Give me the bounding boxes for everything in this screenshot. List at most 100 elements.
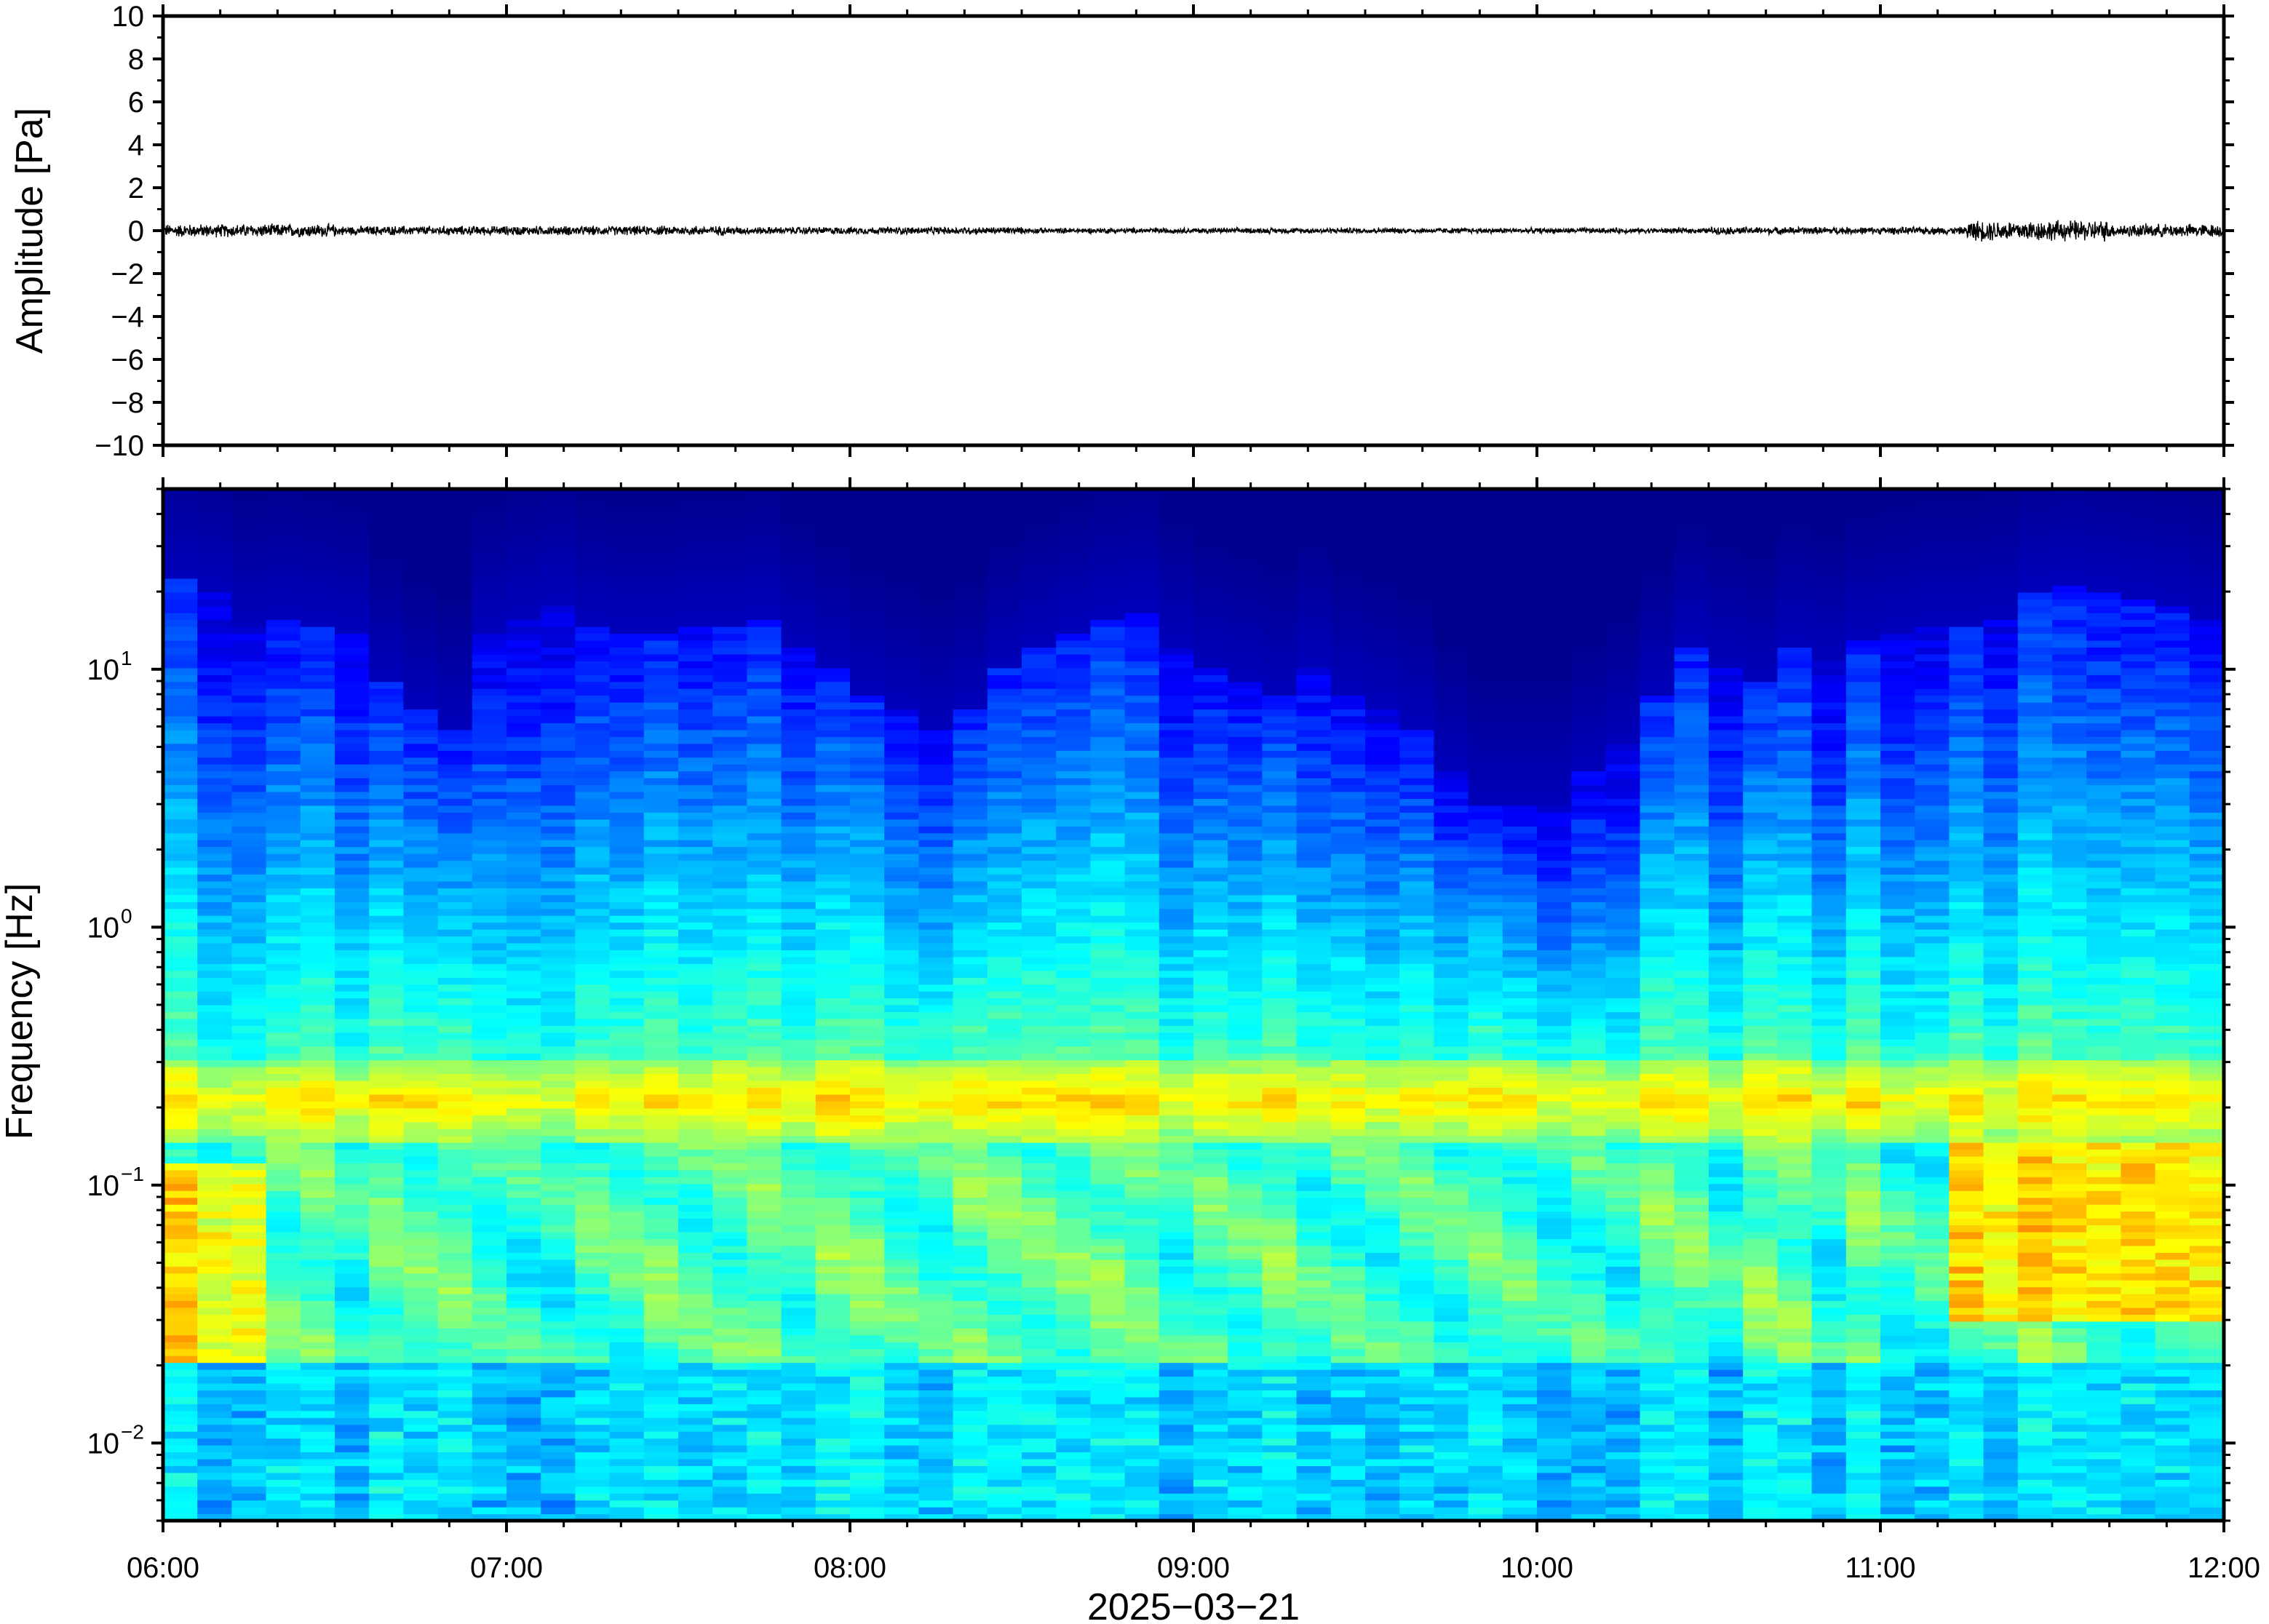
spectrogram-cell [1159,1121,1194,1129]
spectrogram-cell [472,1294,507,1302]
spectrogram-cell [643,1177,679,1185]
spectrogram-cell [678,1362,713,1370]
spectrogram-cell [747,1452,782,1460]
spectrogram-cell [472,1342,507,1350]
spectrogram-cell [918,1266,954,1274]
spectrogram-cell [1228,1011,1263,1019]
spectrogram-cell [678,929,713,937]
spectrogram-cell [369,832,404,840]
spectrogram-cell [884,489,919,497]
spectrogram-cell [1193,998,1228,1006]
spectrogram-cell [1090,585,1126,593]
spectrogram-cell [335,1369,370,1377]
spectrogram-cell [609,750,645,758]
spectrogram-cell [1228,592,1263,600]
spectrogram-cell [747,819,782,827]
spectrogram-cell [850,1190,885,1198]
spectrogram-cell [472,764,507,772]
spectrogram-cell [609,544,645,552]
spectrogram-cell [643,798,679,806]
spectrogram-cell [163,1369,198,1377]
spectrogram-cell [884,1294,919,1302]
spectrogram-cell [197,826,232,834]
spectrogram-cell [437,695,473,703]
spectrogram-cell [437,1218,473,1226]
spectrogram-cell [712,922,747,930]
spectrogram-cell [197,1273,232,1281]
spectrogram-cell [369,998,404,1006]
spectrogram-cell [472,750,507,758]
spectrogram-cell [781,798,816,806]
spectrogram-cell [541,1424,576,1432]
spectrogram-cell [953,585,988,593]
spectrogram-cell [541,1431,576,1439]
spectrogram-cell [1228,1155,1263,1164]
spectrogram-cell [1159,1431,1194,1439]
spectrogram-cell [472,736,507,744]
spectrogram-cell [1090,1238,1126,1246]
spectrogram-cell [300,1005,335,1013]
spectrogram-cell [609,516,645,524]
spectrogram-cell [1159,922,1194,930]
spectrogram-cell [1056,998,1091,1006]
spectrogram-cell [678,557,713,565]
spectrogram-cell [953,1080,988,1088]
spectrogram-cell [231,1177,267,1185]
spectrogram-cell [884,626,919,634]
spectrogram-cell [1056,1155,1091,1164]
spectrogram-cell [506,1390,541,1398]
spectrogram-cell [1022,1059,1057,1067]
spectrogram-cell [1056,963,1091,971]
spectrogram-cell [1159,798,1194,806]
spectrogram-cell [1159,1238,1194,1246]
spectrogram-cell [953,688,988,696]
spectrogram-cell [712,1369,747,1377]
spectrogram-cell [1228,1500,1263,1508]
spectrogram-cell [472,1107,507,1115]
spectrogram-cell [1124,1163,1160,1171]
spectrogram-cell [1193,977,1228,985]
spectrogram-cell [1193,1094,1228,1102]
spectrogram-cell [506,1094,541,1102]
spectrogram-cell [1228,1307,1263,1315]
spectrogram-cell [609,1431,645,1439]
spectrogram-cell [918,674,954,682]
spectrogram-cell [850,840,885,848]
spectrogram-cell [266,1342,301,1350]
spectrogram-cell [987,922,1022,930]
spectrogram-cell [987,1294,1022,1302]
spectrogram-cell [1022,653,1057,661]
spectrogram-cell [369,1376,404,1384]
spectrogram-cell [300,998,335,1006]
spectrogram-cell [1159,1300,1194,1308]
spectrogram-cell [541,929,576,937]
spectrogram-cell [678,1280,713,1288]
spectrogram-cell [781,874,816,882]
spectrogram-cell [231,1479,267,1487]
spectrogram-cell [678,970,713,978]
spectrogram-cell [437,1259,473,1267]
spectrogram-cell [1159,530,1194,538]
spectrogram-cell [815,812,851,820]
spectrogram-cell [163,1417,198,1425]
spectrogram-cell [300,894,335,902]
spectrogram-cell [369,798,404,806]
spectrogram-cell [231,998,267,1006]
spectrogram-cell [403,1032,439,1040]
spectrogram-cell [781,729,816,737]
spectrogram-cell [747,1286,782,1294]
spectrogram-cell [1090,1465,1126,1473]
spectrogram-cell [850,853,885,861]
spectrogram-cell [953,1472,988,1480]
spectrogram-cell [781,1300,816,1308]
spectrogram-cell [197,880,232,888]
spectrogram-cell [1193,1273,1228,1281]
spectrogram-cell [231,1452,267,1460]
spectrogram-cell [231,743,267,751]
spectrogram-cell [335,1163,370,1171]
spectrogram-cell [1056,1218,1091,1226]
spectrogram-cell [712,1238,747,1246]
spectrogram-cell [747,640,782,648]
spectrogram-cell [266,1507,301,1515]
spectrogram-cell [815,1300,851,1308]
